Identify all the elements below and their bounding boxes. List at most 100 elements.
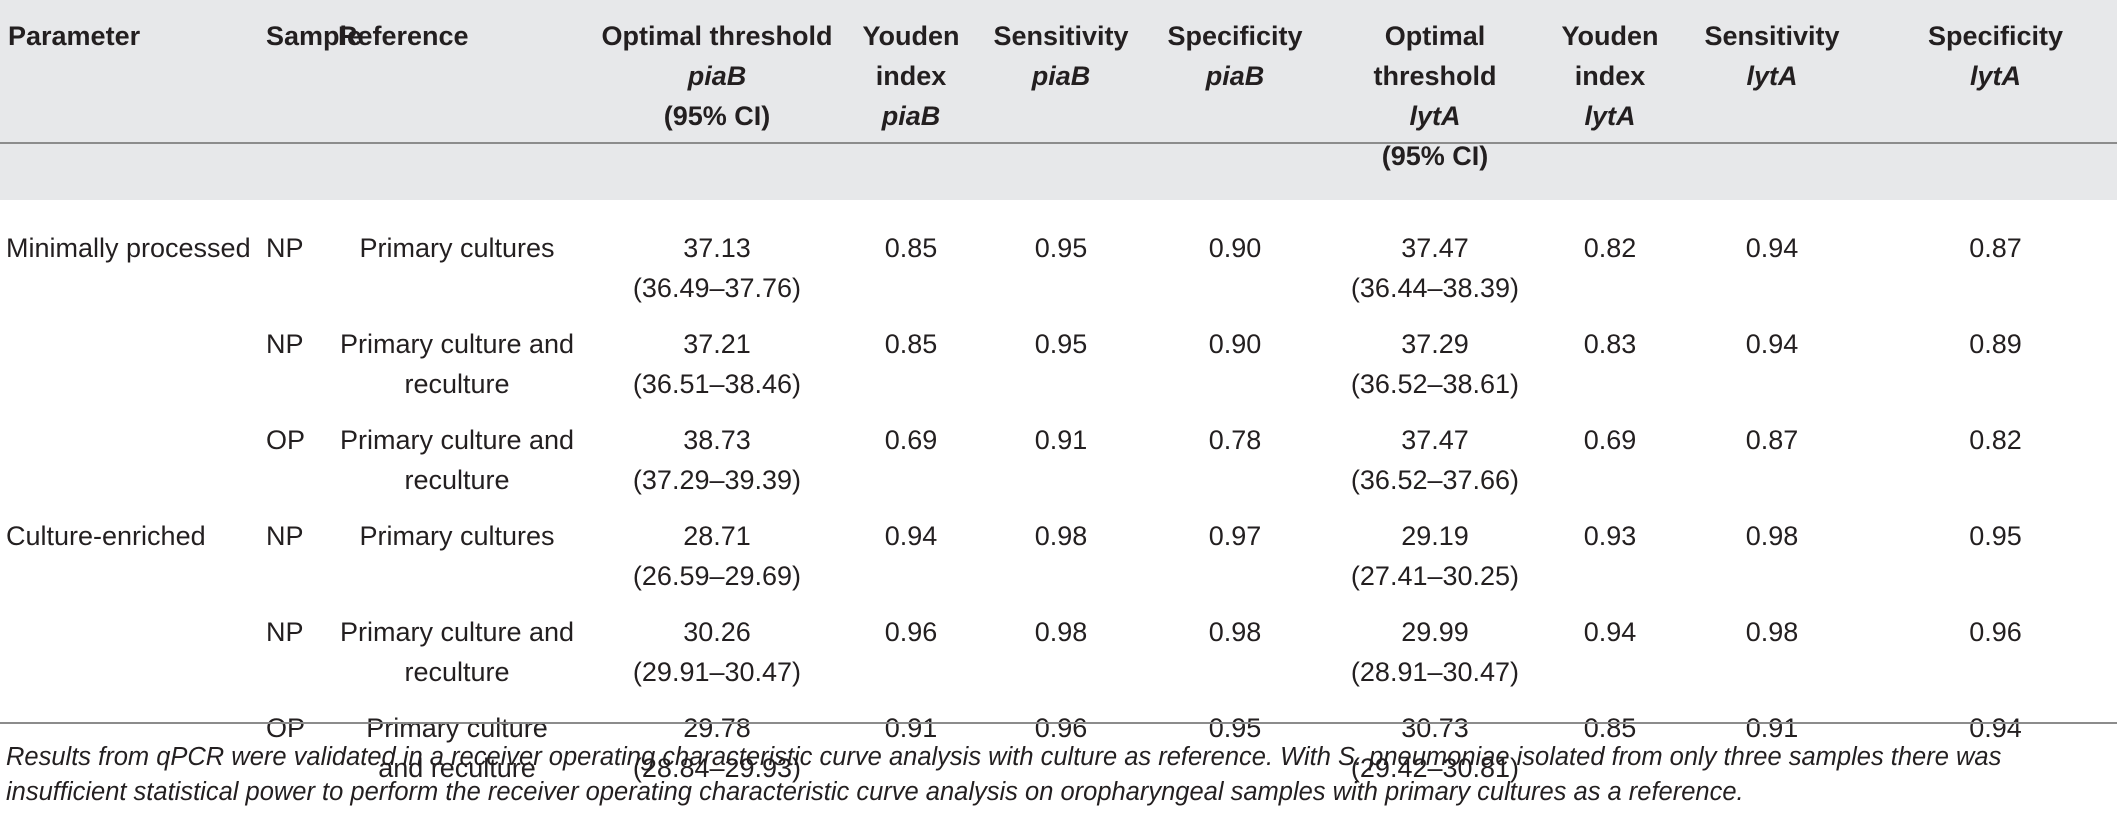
column-header-line: (95% CI) (1381, 141, 1489, 171)
lyta-sensitivity-cell: 0.98 (1670, 508, 1874, 604)
piab-sensitivity-value: 0.91 (1034, 425, 1088, 455)
piab-sensitivity-cell: 0.98 (972, 604, 1150, 700)
sample-cell: OP (258, 412, 330, 508)
lyta-youden-cell: 0.94 (1550, 604, 1670, 700)
lyta-threshold-cell: 37.47 (36.52–37.66) (1320, 412, 1550, 508)
column-header: Specificity lytA (1874, 0, 2117, 200)
column-header-line: Parameter (8, 21, 141, 51)
lyta-specificity-value: 0.95 (1969, 521, 2022, 551)
piab-sensitivity-cell: 0.96 (972, 700, 1150, 806)
piab-threshold-value: 29.78 (683, 713, 751, 743)
piab-specificity-value: 0.90 (1208, 233, 1262, 263)
piab-sensitivity-cell: 0.98 (972, 508, 1150, 604)
column-header-line: index (1574, 61, 1646, 91)
piab-youden-cell: 0.85 (850, 200, 972, 316)
lyta-youden-value: 0.69 (1583, 425, 1637, 455)
reference-cell: Primary culture and reculture (330, 412, 584, 508)
lyta-youden-cell: 0.83 (1550, 316, 1670, 412)
reference-cell: Primary culture and reculture (330, 604, 584, 700)
piab-specificity-cell: 0.90 (1150, 316, 1320, 412)
table-row: OP Primary culture and reculture 29.78 (28.8… (0, 700, 2117, 806)
column-header-line: lytA (1746, 61, 1798, 91)
table-footnote: Results from qPCR were validated in a re… (6, 743, 2002, 806)
lyta-specificity-value: 0.94 (1969, 713, 2022, 743)
header-row: Parameter Sample Reference Optimal threshol… (0, 0, 2117, 200)
column-header-line: lytA (1409, 101, 1461, 131)
confidence-interval: (28.91–30.47) (1350, 657, 1520, 687)
piab-sensitivity-cell: 0.91 (972, 412, 1150, 508)
parameter-cell: Culture-enriched (0, 508, 258, 604)
reference-cell: Primary cultures (330, 200, 584, 316)
lyta-specificity-cell: 0.89 (1874, 316, 2117, 412)
lyta-youden-cell: 0.69 (1550, 412, 1670, 508)
reference-line: Primary culture and (339, 329, 575, 359)
column-header-line: Sensitivity (1704, 21, 1840, 51)
piab-youden-value: 0.85 (884, 329, 938, 359)
lyta-specificity-value: 0.96 (1969, 617, 2022, 647)
confidence-interval: (27.41–30.25) (1350, 561, 1520, 591)
piab-threshold-value: 28.71 (683, 521, 751, 551)
piab-specificity-cell: 0.90 (1150, 200, 1320, 316)
column-header-line: Reference (338, 21, 469, 51)
parameter-cell: Minimally processed (0, 200, 258, 316)
parameter-cell (0, 604, 258, 700)
lyta-specificity-value: 0.82 (1969, 425, 2022, 455)
column-header: Parameter (0, 0, 258, 200)
piab-youden-value: 0.94 (884, 521, 938, 551)
reference-cell: Primary culture and reculture (330, 700, 584, 806)
column-header-line: Youden (862, 21, 960, 51)
lyta-youden-value: 0.83 (1583, 329, 1637, 359)
lyta-youden-value: 0.94 (1583, 617, 1637, 647)
piab-youden-cell: 0.91 (850, 700, 972, 806)
confidence-interval: (29.42–30.81) (1350, 753, 1520, 783)
lyta-specificity-cell: 0.82 (1874, 412, 2117, 508)
piab-threshold-value: 38.73 (683, 425, 751, 455)
piab-threshold-cell: 37.21 (36.51–38.46) (584, 316, 850, 412)
lyta-sensitivity-cell: 0.91 (1670, 700, 1874, 806)
piab-specificity-cell: 0.95 (1150, 700, 1320, 806)
column-header-line: Optimal threshold (601, 21, 833, 51)
lyta-sensitivity-cell: 0.94 (1670, 316, 1874, 412)
lyta-youden-cell: 0.85 (1550, 700, 1670, 806)
piab-youden-value: 0.91 (884, 713, 938, 743)
piab-specificity-cell: 0.98 (1150, 604, 1320, 700)
piab-sensitivity-cell: 0.95 (972, 200, 1150, 316)
lyta-specificity-cell: 0.94 (1874, 700, 2117, 806)
column-header-line: Sensitivity (993, 21, 1129, 51)
reference-cell: Primary cultures (330, 508, 584, 604)
lyta-threshold-cell: 37.29 (36.52–38.61) (1320, 316, 1550, 412)
parameter-cell (0, 316, 258, 412)
sample-value: NP (266, 233, 304, 263)
lyta-sensitivity-value: 0.87 (1745, 425, 1799, 455)
table-header: Parameter Sample Reference Optimal threshol… (0, 0, 2117, 200)
column-header-line: Optimal (1384, 21, 1486, 51)
lyta-specificity-value: 0.87 (1969, 233, 2022, 263)
piab-sensitivity-value: 0.95 (1034, 329, 1088, 359)
lyta-threshold-value: 29.99 (1401, 617, 1469, 647)
sample-cell: NP (258, 316, 330, 412)
table-row: Culture-enriched NP Primary cultures 28.71 (… (0, 508, 2117, 604)
piab-youden-cell: 0.94 (850, 508, 972, 604)
column-header: Specificity piaB (1150, 0, 1320, 200)
column-header: Youden index lytA (1550, 0, 1670, 200)
lyta-youden-value: 0.85 (1583, 713, 1637, 743)
column-header-line: Specificity (1927, 21, 2064, 51)
confidence-interval: (36.44–38.39) (1350, 273, 1520, 303)
column-header-line: piaB (1031, 61, 1091, 91)
piab-youden-cell: 0.96 (850, 604, 972, 700)
reference-line: and reculture (378, 753, 536, 783)
column-header: Sample (258, 0, 363, 200)
piab-sensitivity-cell: 0.95 (972, 316, 1150, 412)
reference-line: Primary cultures (359, 521, 555, 551)
lyta-threshold-value: 37.47 (1401, 233, 1469, 263)
piab-specificity-value: 0.95 (1208, 713, 1262, 743)
piab-specificity-cell: 0.78 (1150, 412, 1320, 508)
sample-cell: NP (258, 604, 330, 700)
column-header-line: Specificity (1167, 21, 1303, 51)
column-header-line: Sample (266, 21, 363, 51)
lyta-youden-value: 0.93 (1583, 521, 1637, 551)
piab-threshold-cell: 30.26 (29.91–30.47) (584, 604, 850, 700)
lyta-threshold-value: 37.29 (1401, 329, 1469, 359)
sample-cell: NP (258, 200, 330, 316)
reference-line: reculture (404, 369, 510, 399)
